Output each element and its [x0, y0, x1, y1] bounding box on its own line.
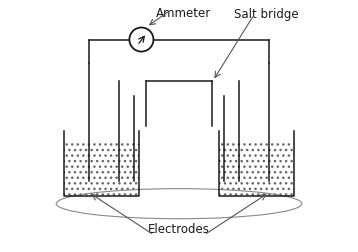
Bar: [219, 143, 294, 196]
Text: Ammeter: Ammeter: [156, 7, 212, 20]
Bar: [64, 143, 139, 196]
Text: Electrodes: Electrodes: [148, 223, 210, 236]
Circle shape: [129, 27, 154, 52]
Text: Salt bridge: Salt bridge: [234, 8, 299, 21]
